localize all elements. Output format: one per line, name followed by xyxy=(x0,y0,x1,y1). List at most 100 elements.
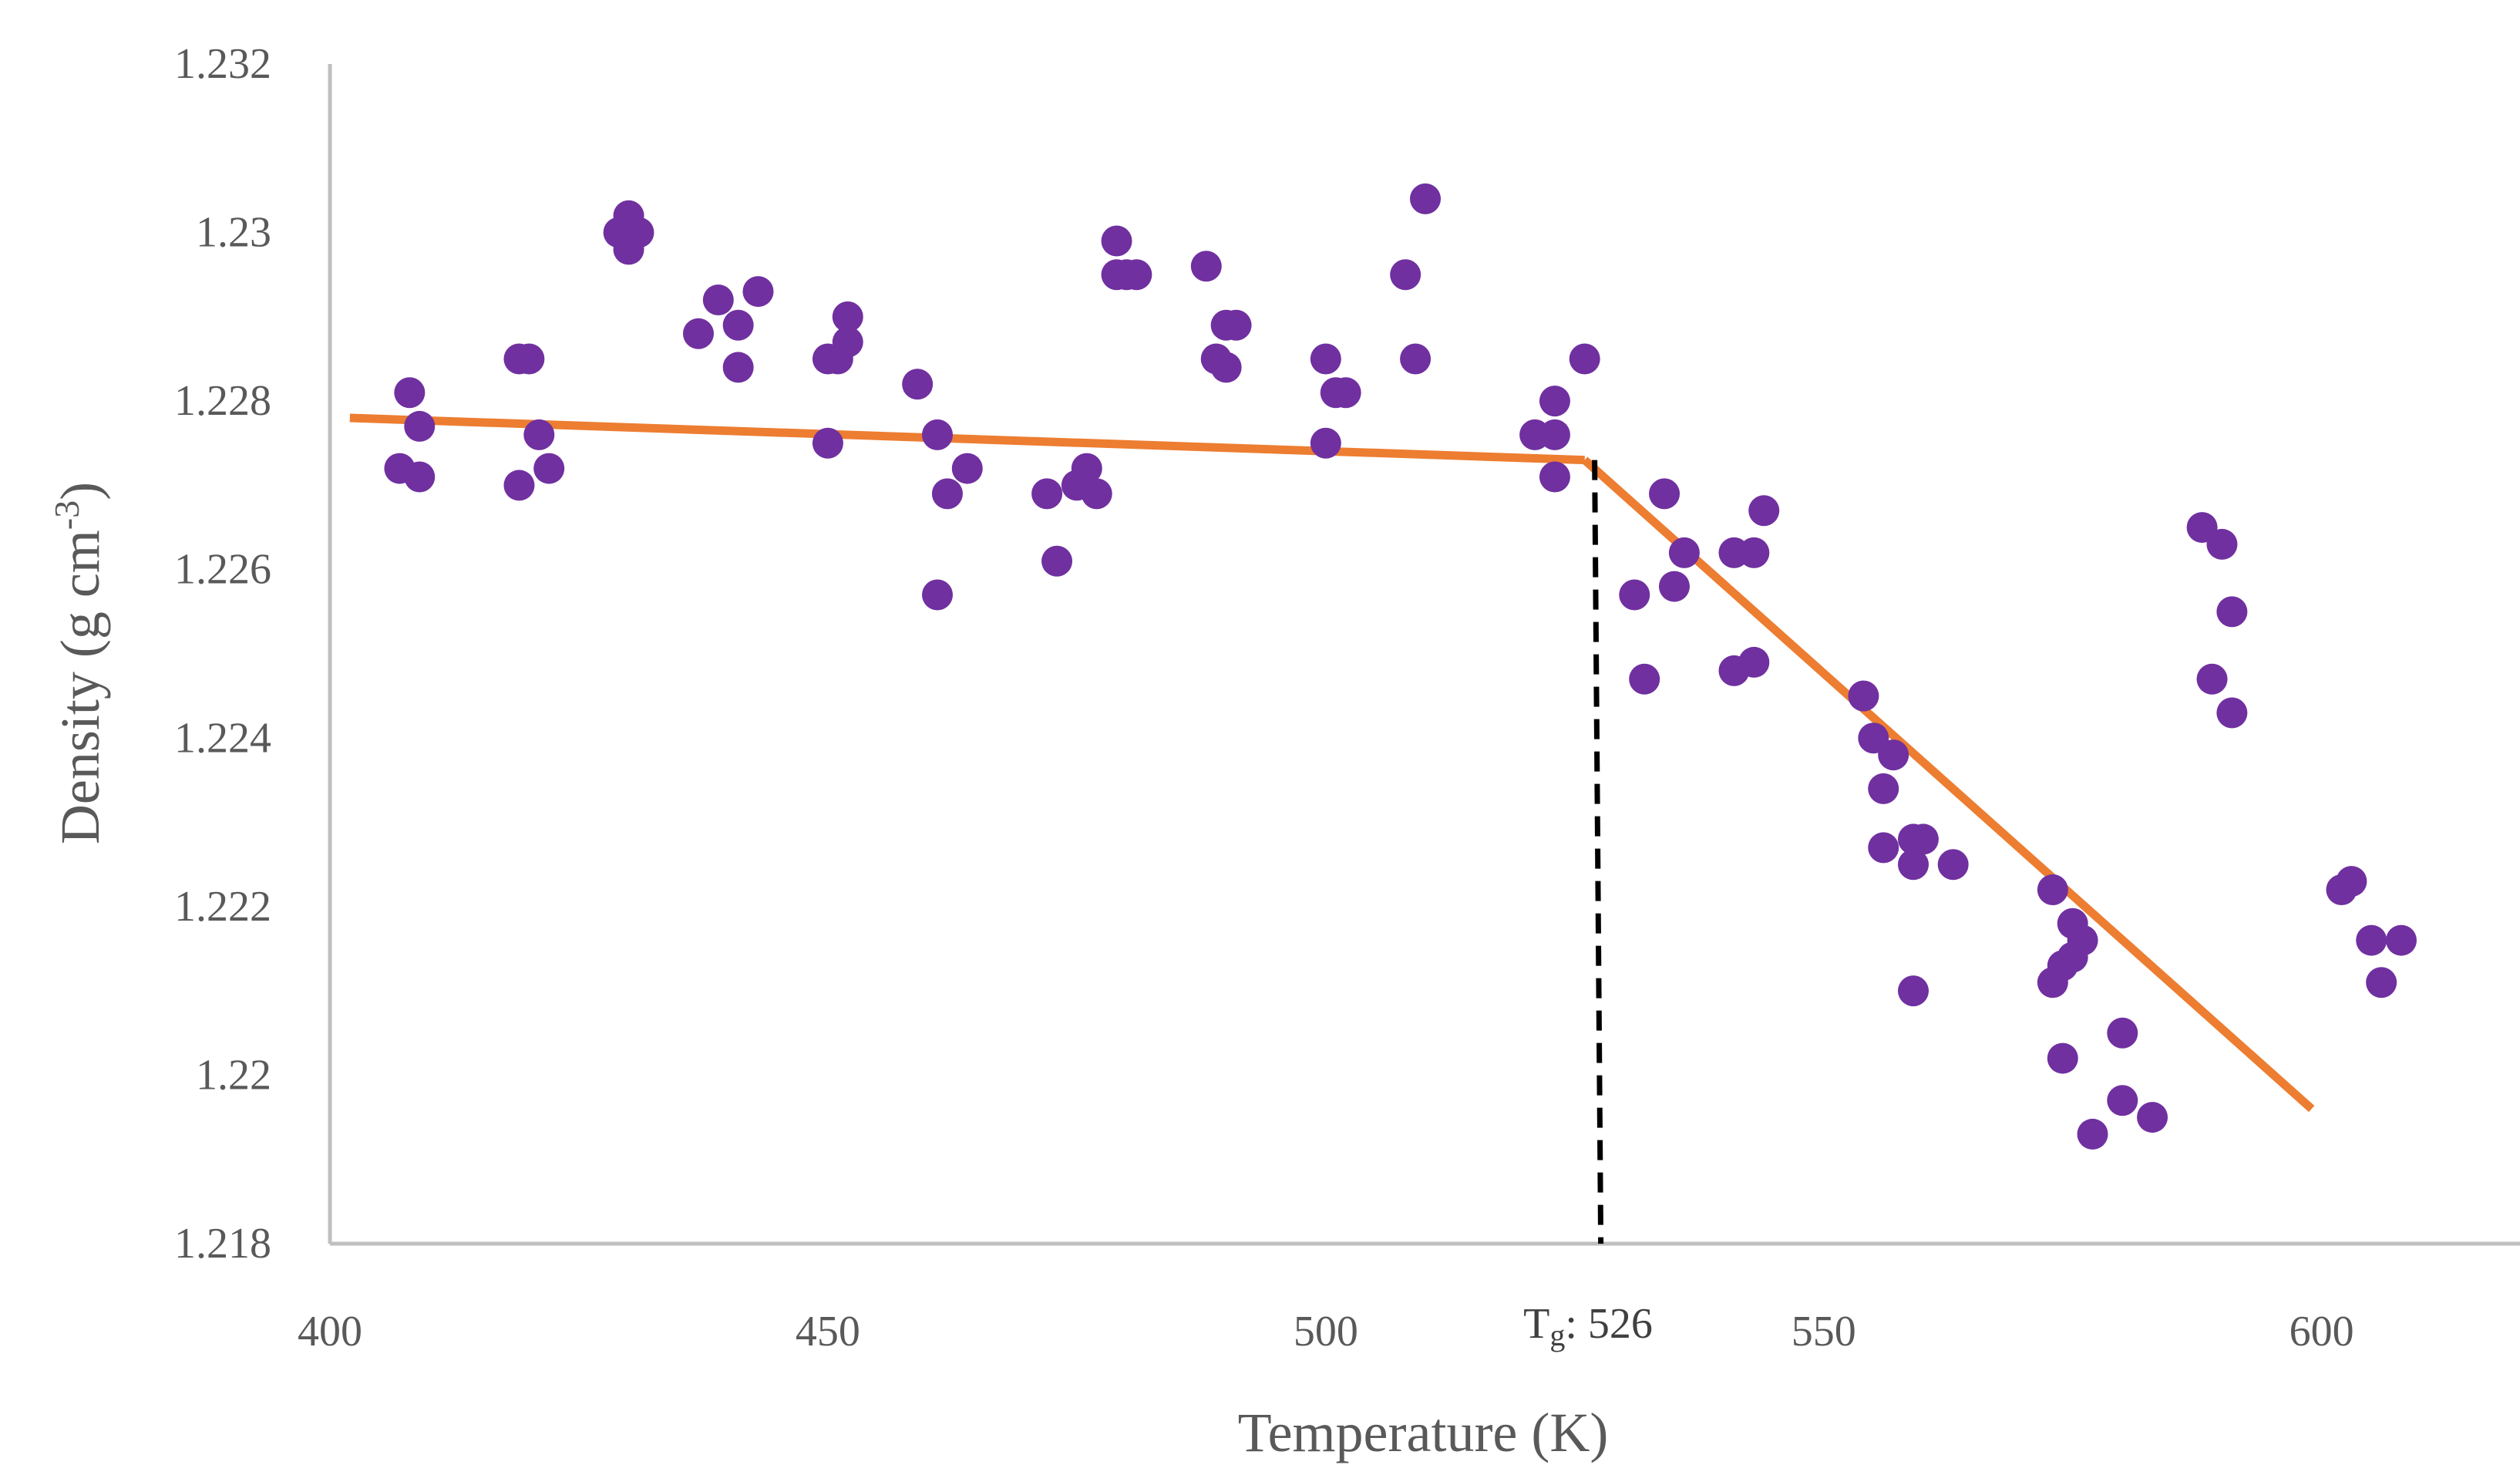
x-tick-label: 400 xyxy=(298,1308,362,1355)
data-point xyxy=(1081,478,1112,510)
x-tick-label: 500 xyxy=(1294,1308,1358,1355)
data-point xyxy=(404,461,436,493)
data-point xyxy=(613,234,644,265)
fit-line xyxy=(349,413,1585,465)
y-tick-label: 1.228 xyxy=(174,377,271,425)
tg-label-subscript: g xyxy=(1549,1318,1565,1352)
tg-dashed-line xyxy=(1592,460,1604,1244)
data-point xyxy=(722,352,754,383)
data-point xyxy=(922,419,954,450)
fit-lines xyxy=(349,413,2315,1113)
data-point xyxy=(1071,453,1102,484)
data-point xyxy=(1390,259,1421,291)
data-point xyxy=(1310,343,1341,375)
data-point xyxy=(2037,967,2068,998)
fit-line xyxy=(1582,456,2315,1113)
data-point xyxy=(404,410,436,442)
data-point xyxy=(702,285,734,315)
data-point xyxy=(2356,924,2387,956)
y-tick-label: 1.22 xyxy=(196,1051,271,1099)
data-point xyxy=(2037,874,2068,905)
data-point xyxy=(1748,495,1780,527)
x-tick-label: 600 xyxy=(2290,1308,2354,1355)
tg-label-main: T xyxy=(1523,1300,1549,1348)
data-point xyxy=(1220,309,1252,341)
axes xyxy=(328,64,2520,1246)
data-point xyxy=(722,309,754,341)
y-tick-label: 1.226 xyxy=(174,546,271,594)
data-point xyxy=(533,453,565,484)
data-point xyxy=(1190,251,1222,282)
data-point xyxy=(1649,478,1681,510)
data-point xyxy=(931,478,963,510)
data-point xyxy=(2067,924,2098,956)
data-point xyxy=(2137,1102,2168,1133)
data-point xyxy=(1738,537,1770,568)
data-point xyxy=(1658,571,1690,602)
y-tick-label: 1.23 xyxy=(196,209,271,257)
data-point xyxy=(1878,739,1909,771)
data-point xyxy=(1330,377,1361,409)
data-point xyxy=(2196,663,2228,695)
data-point xyxy=(2206,528,2238,560)
y-axis-title-superscript: -3 xyxy=(47,500,86,530)
y-axis-title: Density (g cm-3) xyxy=(47,482,111,844)
data-point xyxy=(523,419,555,450)
data-point xyxy=(1539,419,1570,450)
x-tick-label: 450 xyxy=(796,1308,860,1355)
data-point xyxy=(1031,478,1063,510)
data-point xyxy=(2077,1118,2108,1150)
y-tick-label: 1.224 xyxy=(174,714,271,762)
data-point xyxy=(1738,646,1770,678)
data-point xyxy=(951,453,983,484)
x-axis-title: Temperature (K) xyxy=(1238,1402,1609,1463)
data-point xyxy=(2216,596,2248,628)
tg-label-value: : 526 xyxy=(1565,1300,1653,1348)
y-tick-label: 1.222 xyxy=(174,883,271,931)
y-tick-label: 1.218 xyxy=(174,1220,271,1268)
data-point xyxy=(1539,386,1570,417)
data-point xyxy=(2336,866,2367,897)
data-point xyxy=(1868,832,1899,864)
data-point xyxy=(902,369,934,400)
data-point xyxy=(503,470,535,501)
data-point xyxy=(2047,1042,2078,1074)
data-point xyxy=(1868,773,1899,804)
tick-labels: 1.218 1.22 1.222 1.224 1.226 1.228 1.23 1.232 40… xyxy=(174,40,2354,1355)
axis-titles: Temperature (K) Density (g cm-3) xyxy=(47,482,1608,1463)
data-point xyxy=(1101,225,1132,257)
y-axis-title-main: Density (g cm xyxy=(49,530,111,844)
data-point xyxy=(1121,259,1152,291)
data-point xyxy=(1668,537,1700,568)
data-point xyxy=(1569,343,1600,375)
data-point xyxy=(1210,352,1242,383)
data-point xyxy=(1848,680,1879,712)
tg-label: Tg: 526 xyxy=(1523,1300,1653,1352)
data-point xyxy=(812,427,843,459)
data-point xyxy=(1539,461,1570,493)
data-point xyxy=(2216,697,2248,729)
data-point xyxy=(1410,183,1441,214)
data-point xyxy=(682,318,714,349)
x-tick-label: 550 xyxy=(1792,1308,1856,1355)
y-axis-title-close: ) xyxy=(49,482,111,500)
data-point xyxy=(1310,427,1341,459)
data-point xyxy=(922,579,954,611)
data-point xyxy=(2107,1017,2138,1049)
data-point xyxy=(1629,663,1660,695)
data-point xyxy=(1619,579,1650,611)
data-point xyxy=(2366,967,2397,998)
data-point xyxy=(2107,1085,2138,1116)
data-point xyxy=(1907,823,1939,855)
data-point xyxy=(832,326,863,358)
data-point xyxy=(1897,975,1929,1007)
data-point xyxy=(832,301,863,332)
data-point xyxy=(1937,849,1969,881)
data-points xyxy=(384,183,2417,1150)
data-point xyxy=(513,343,545,375)
data-point xyxy=(1041,545,1073,577)
y-tick-label: 1.232 xyxy=(174,40,271,88)
data-point xyxy=(1897,849,1929,881)
